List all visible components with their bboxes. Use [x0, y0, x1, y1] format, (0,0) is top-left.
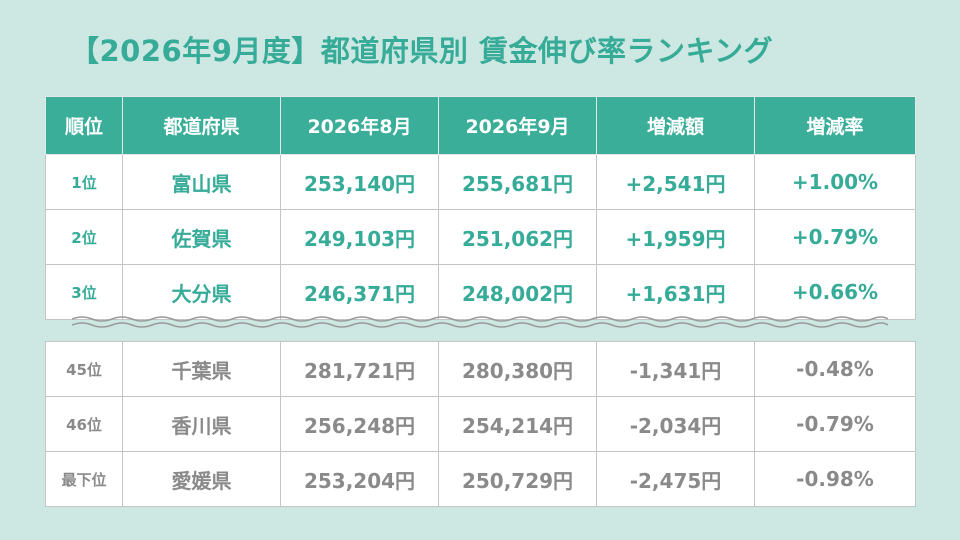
rate-cell: +0.79%: [754, 209, 916, 265]
diff-cell: +1,631円: [596, 264, 755, 320]
diff-cell: -1,341円: [596, 341, 755, 397]
table-row: 最下位 愛媛県 253,204円 250,729円 -2,475円 -0.98%: [45, 451, 916, 507]
rate-cell: +0.66%: [754, 264, 916, 320]
sep-cell: 251,062円: [438, 209, 597, 265]
prefecture-cell: 香川県: [122, 396, 281, 452]
prefecture-cell: 佐賀県: [122, 209, 281, 265]
header-sep: 2026年9月: [438, 96, 597, 155]
table-header-row: 順位 都道府県 2026年8月 2026年9月 増減額 増減率: [45, 96, 916, 155]
diff-cell: -2,475円: [596, 451, 755, 507]
sep-cell: 254,214円: [438, 396, 597, 452]
bottom-ranking-table: 45位 千葉県 281,721円 280,380円 -1,341円 -0.48%…: [45, 341, 916, 507]
aug-cell: 246,371円: [280, 264, 439, 320]
header-rate: 増減率: [754, 96, 916, 155]
table-row: 45位 千葉県 281,721円 280,380円 -1,341円 -0.48%: [45, 341, 916, 397]
header-diff: 増減額: [596, 96, 755, 155]
rank-cell: 3位: [45, 264, 123, 320]
rate-cell: -0.79%: [754, 396, 916, 452]
diff-cell: +1,959円: [596, 209, 755, 265]
rank-cell: 最下位: [45, 451, 123, 507]
prefecture-cell: 大分県: [122, 264, 281, 320]
aug-cell: 249,103円: [280, 209, 439, 265]
sep-cell: 250,729円: [438, 451, 597, 507]
diff-cell: +2,541円: [596, 154, 755, 210]
top-ranking-table: 順位 都道府県 2026年8月 2026年9月 増減額 増減率 1位 富山県 2…: [45, 96, 916, 320]
rate-cell: -0.48%: [754, 341, 916, 397]
wave-line-lower: [72, 322, 888, 328]
table-row: 46位 香川県 256,248円 254,214円 -2,034円 -0.79%: [45, 396, 916, 452]
sep-cell: 280,380円: [438, 341, 597, 397]
diff-cell: -2,034円: [596, 396, 755, 452]
prefecture-cell: 富山県: [122, 154, 281, 210]
aug-cell: 253,204円: [280, 451, 439, 507]
aug-cell: 256,248円: [280, 396, 439, 452]
sep-cell: 255,681円: [438, 154, 597, 210]
rank-cell: 45位: [45, 341, 123, 397]
rank-cell: 46位: [45, 396, 123, 452]
header-rank: 順位: [45, 96, 123, 155]
header-aug: 2026年8月: [280, 96, 439, 155]
prefecture-cell: 愛媛県: [122, 451, 281, 507]
table-break-wave: [72, 316, 888, 328]
table-row: 2位 佐賀県 249,103円 251,062円 +1,959円 +0.79%: [45, 209, 916, 265]
rate-cell: -0.98%: [754, 451, 916, 507]
table-row: 3位 大分県 246,371円 248,002円 +1,631円 +0.66%: [45, 264, 916, 320]
rank-cell: 2位: [45, 209, 123, 265]
header-prefecture: 都道府県: [122, 96, 281, 155]
wave-line-upper: [72, 316, 888, 322]
page-title: 【2026年9月度】都道府県別 賃金伸び率ランキング: [70, 34, 774, 68]
aug-cell: 281,721円: [280, 341, 439, 397]
rank-cell: 1位: [45, 154, 123, 210]
aug-cell: 253,140円: [280, 154, 439, 210]
prefecture-cell: 千葉県: [122, 341, 281, 397]
table-row: 1位 富山県 253,140円 255,681円 +2,541円 +1.00%: [45, 154, 916, 210]
rate-cell: +1.00%: [754, 154, 916, 210]
sep-cell: 248,002円: [438, 264, 597, 320]
